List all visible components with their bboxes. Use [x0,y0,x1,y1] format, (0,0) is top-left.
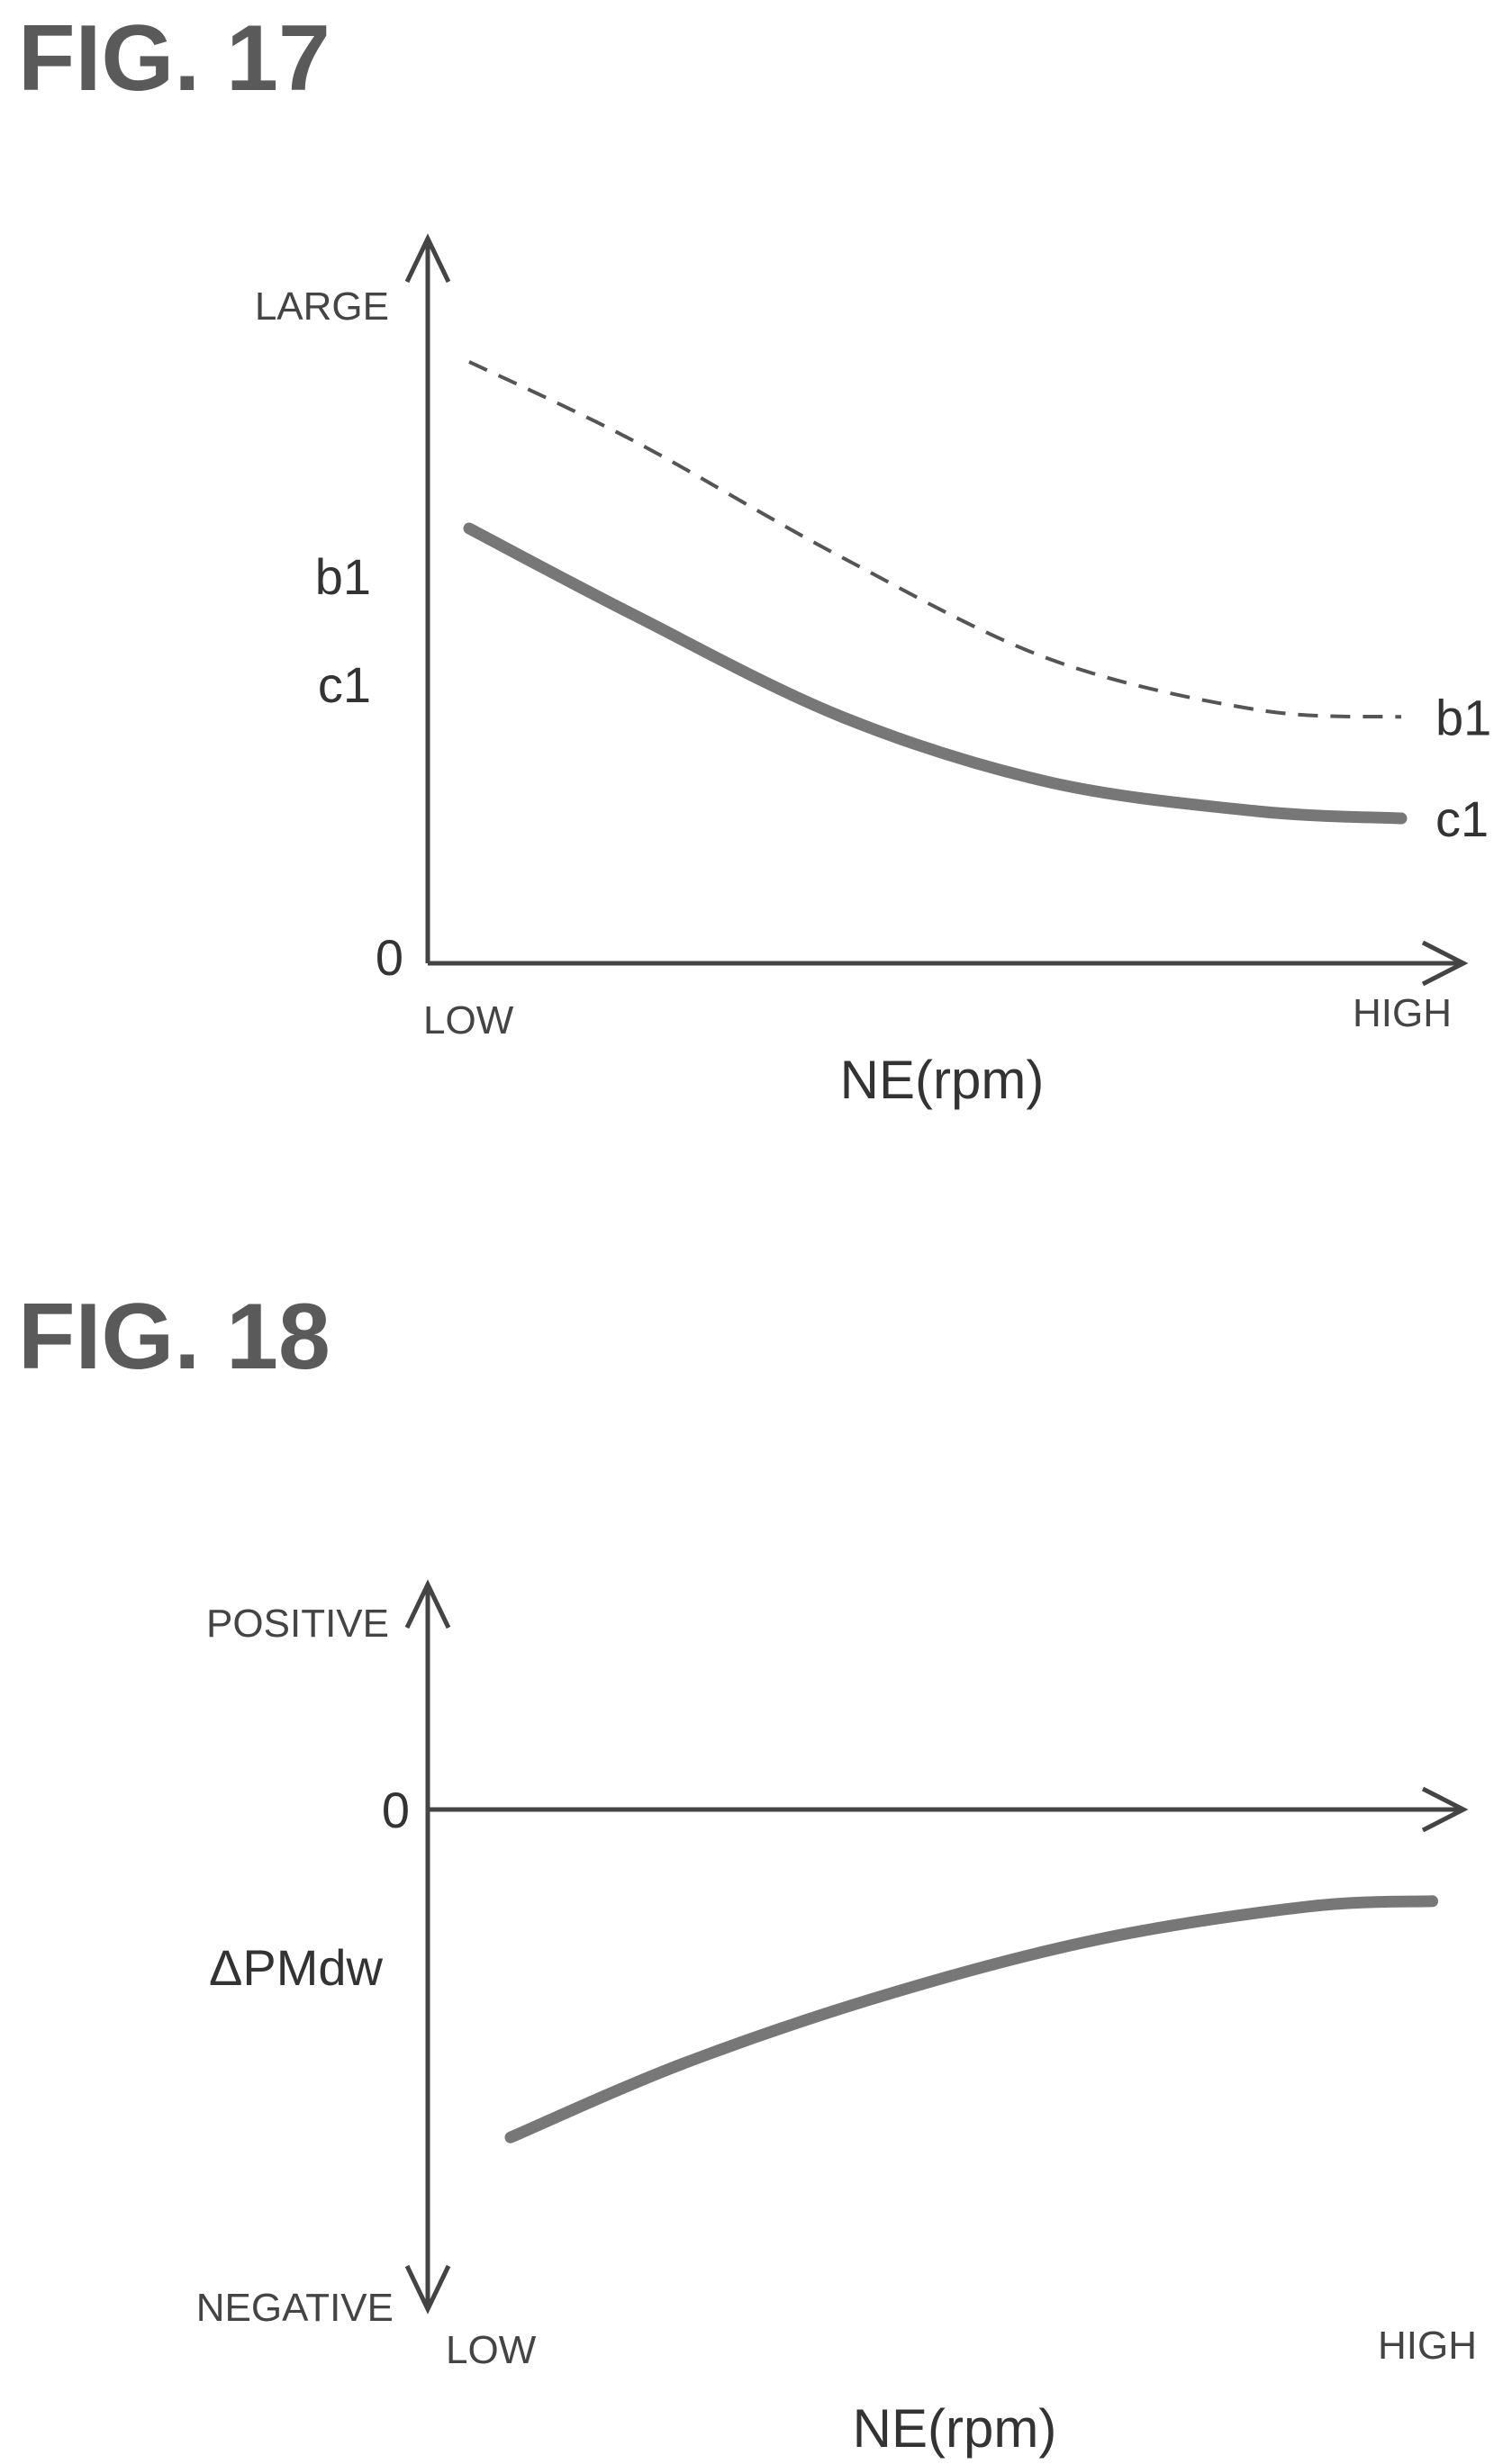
fig18-y-zero-label: 0 [382,1782,410,1838]
fig17-series-c1-right-label: c1 [1435,790,1489,847]
fig17-title: FIG. 17 [18,6,330,111]
fig17-series-c1-line [463,522,1408,825]
fig17-series-b1-left-label: b1 [315,548,371,605]
fig18-y-high-label: POSITIVE [206,1602,389,1646]
fig18-series-dpmdw-line [504,1895,1438,2144]
fig17-series-b1-line [468,360,1402,719]
fig17-y-zero-label: 0 [376,929,403,986]
fig17-x-low-label: LOW [423,998,514,1042]
fig18-title: FIG. 18 [18,1285,330,1389]
fig17-series-b1-right-label: b1 [1435,689,1491,745]
fig17-x-axis-label: NE(rpm) [840,1050,1045,1110]
fig18-y-arrowhead-bottom [404,2264,451,2315]
fig17-x-high-label: HIGH [1353,991,1452,1035]
fig18-y-low-label: NEGATIVE [196,2286,394,2330]
fig18-series-dpmdw-label: ΔPMdw [209,1939,384,1996]
fig18-x-axis-label: NE(rpm) [853,2398,1057,2459]
fig18: FIG. 18 POSITIVE 0 NEGATIVE LOW HIGH NE(… [18,1285,1477,2459]
fig17-x-arrowhead [1421,940,1469,987]
fig17-y-arrowhead [404,233,451,284]
fig17: FIG. 17 LARGE 0 LOW HIGH NE(rpm) b1 c1 b… [18,6,1491,1110]
fig18-y-arrowhead-top [404,1579,451,1629]
fig17-y-high-label: LARGE [255,284,389,329]
fig18-x-low-label: LOW [446,2328,537,2372]
fig17-series-c1-left-label: c1 [318,656,371,713]
fig18-x-high-label: HIGH [1378,2324,1477,2368]
fig18-x-arrowhead [1421,1786,1469,1833]
